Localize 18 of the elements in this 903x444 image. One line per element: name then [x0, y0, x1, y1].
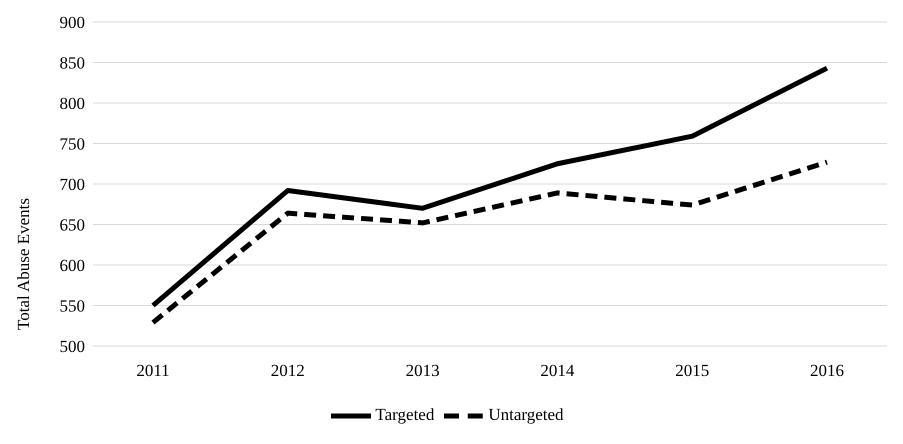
x-tick-label: 2014 [540, 361, 575, 380]
y-tick-label: 800 [60, 94, 85, 114]
y-tick-label: 600 [60, 256, 85, 276]
y-tick-label: 500 [60, 337, 85, 356]
x-tick-label: 2011 [136, 361, 170, 380]
y-tick-label: 750 [60, 134, 85, 154]
y-tick-label: 850 [60, 54, 85, 73]
x-tick-label: 2016 [810, 361, 844, 380]
y-tick-label: 700 [60, 175, 85, 194]
y-axis-title: Total Abuse Events [14, 198, 34, 330]
y-tick-label: 650 [60, 216, 85, 235]
x-tick-label: 2015 [675, 361, 710, 380]
x-tick-label: 2013 [406, 361, 440, 380]
legend-label: Untargeted [488, 404, 564, 424]
y-tick-label: 550 [60, 296, 85, 316]
y-tick-label: 900 [60, 13, 85, 32]
legend-label: Targeted [375, 404, 434, 424]
x-tick-label: 2012 [270, 361, 305, 380]
